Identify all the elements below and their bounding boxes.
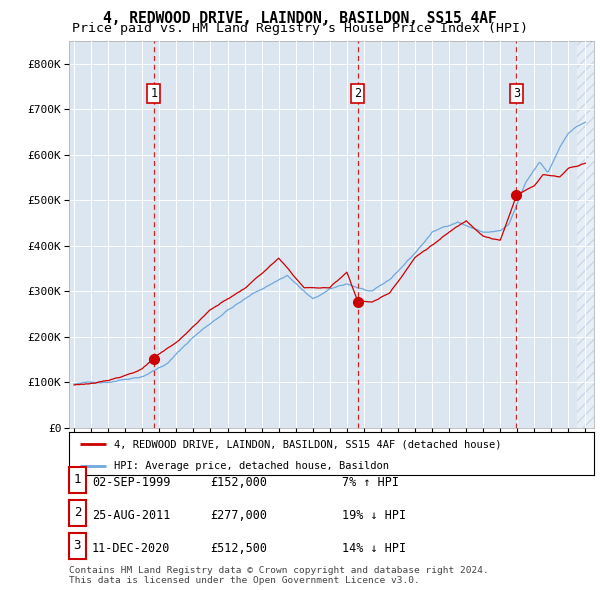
Bar [69,41,577,428]
Text: 4, REDWOOD DRIVE, LAINDON, BASILDON, SS15 4AF: 4, REDWOOD DRIVE, LAINDON, BASILDON, SS1… [103,11,497,25]
Text: 4, REDWOOD DRIVE, LAINDON, BASILDON, SS15 4AF (detached house): 4, REDWOOD DRIVE, LAINDON, BASILDON, SS1… [113,440,501,450]
Text: 2: 2 [74,506,81,519]
Text: £152,000: £152,000 [210,476,267,489]
Text: 11-DEC-2020: 11-DEC-2020 [92,542,170,555]
Text: £277,000: £277,000 [210,509,267,522]
Text: 3: 3 [513,87,520,100]
Text: 1: 1 [150,87,157,100]
Text: 3: 3 [74,539,81,552]
Text: £512,500: £512,500 [210,542,267,555]
Bar [577,41,594,428]
Text: 7% ↑ HPI: 7% ↑ HPI [342,476,399,489]
Text: 25-AUG-2011: 25-AUG-2011 [92,509,170,522]
Text: 19% ↓ HPI: 19% ↓ HPI [342,509,406,522]
Text: 14% ↓ HPI: 14% ↓ HPI [342,542,406,555]
Text: 1: 1 [74,473,81,486]
Text: Contains HM Land Registry data © Crown copyright and database right 2024.
This d: Contains HM Land Registry data © Crown c… [69,566,489,585]
Text: 02-SEP-1999: 02-SEP-1999 [92,476,170,489]
Text: 2: 2 [355,87,361,100]
Text: HPI: Average price, detached house, Basildon: HPI: Average price, detached house, Basi… [113,461,389,471]
Bar [577,41,594,428]
Text: Price paid vs. HM Land Registry's House Price Index (HPI): Price paid vs. HM Land Registry's House … [72,22,528,35]
